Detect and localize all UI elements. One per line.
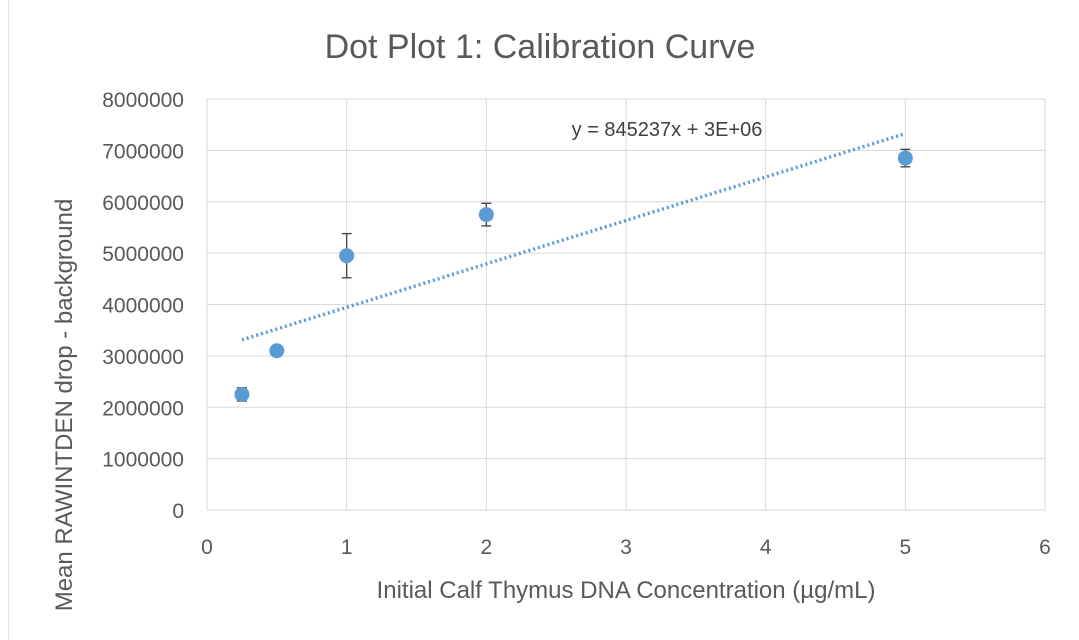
y-axis-label: Mean RAWINTDEN drop - background (51, 199, 78, 612)
y-tick-label: 1000000 (102, 449, 184, 472)
y-tick-label: 5000000 (102, 243, 184, 266)
y-tick-label: 8000000 (102, 89, 184, 112)
y-tick-label: 4000000 (102, 295, 184, 318)
y-tick-label: 0 (172, 500, 184, 523)
y-tick-label: 6000000 (102, 192, 184, 215)
trendline (241, 131, 906, 342)
x-tick-label: 5 (899, 536, 911, 559)
data-points (234, 150, 913, 402)
x-tick-label: 2 (480, 536, 492, 559)
y-tick-label: 7000000 (102, 140, 184, 163)
trendline-equation: y = 845237x + 3E+06 (572, 119, 763, 141)
y-tick-label: 2000000 (102, 397, 184, 420)
window-edge (0, 0, 9, 640)
data-point (897, 150, 913, 166)
chart-title: Dot Plot 1: Calibration Curve (325, 28, 756, 66)
x-tick-label: 1 (341, 536, 353, 559)
data-point (269, 343, 285, 359)
x-tick-label: 4 (760, 536, 772, 559)
y-axis-tick-labels: 0 1000000 2000000 3000000 4000000 5000000 6000… (102, 89, 184, 523)
x-tick-label: 6 (1039, 536, 1051, 559)
data-point (478, 207, 494, 223)
data-point (339, 248, 355, 264)
x-axis-tick-labels: 0 1 2 3 4 5 6 (201, 536, 1051, 559)
x-axis-label: Initial Calf Thymus DNA Concentration (µ… (377, 577, 876, 604)
x-tick-label: 0 (201, 536, 213, 559)
data-point (234, 386, 250, 402)
x-tick-label: 3 (620, 536, 632, 559)
error-bars (236, 148, 911, 402)
trendline-group (241, 131, 906, 342)
y-tick-label: 3000000 (102, 346, 184, 369)
gridlines (207, 99, 1045, 510)
